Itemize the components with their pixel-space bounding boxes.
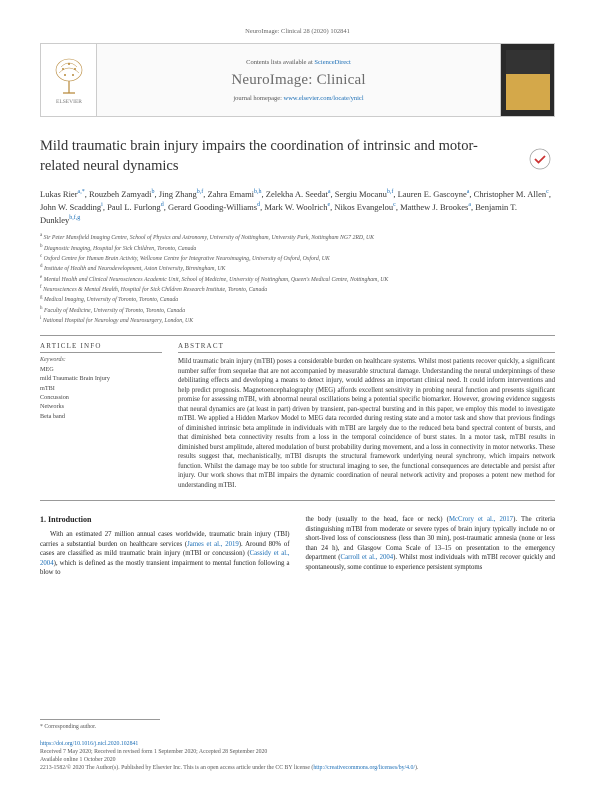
cc-license-link[interactable]: http://creativecommons.org/licenses/by/4… xyxy=(313,765,415,771)
corresponding-author-note: * Corresponding author. xyxy=(40,723,555,735)
abstract-head: ABSTRACT xyxy=(178,342,555,353)
abstract-col: ABSTRACT Mild traumatic brain injury (mT… xyxy=(178,342,555,490)
info-abstract-row: ARTICLE INFO Keywords: MEGmild Traumatic… xyxy=(40,342,555,490)
journal-cover-thumb xyxy=(506,50,550,110)
svg-text:ELSEVIER: ELSEVIER xyxy=(56,99,82,105)
homepage-link[interactable]: www.elsevier.com/locate/ynicl xyxy=(284,95,364,102)
divider xyxy=(40,500,555,501)
keywords-label: Keywords: xyxy=(40,357,162,363)
copyright-line: 2213-1582/© 2020 The Author(s). Publishe… xyxy=(40,764,555,772)
contents-available-line: Contents lists available at ScienceDirec… xyxy=(246,59,351,66)
journal-masthead: ELSEVIER Contents lists available at Sci… xyxy=(40,43,555,117)
keywords-list: MEGmild Traumatic Brain InjurymTBIConcus… xyxy=(40,365,162,421)
journal-name: NeuroImage: Clinical xyxy=(231,72,365,89)
publisher-logo-cell: ELSEVIER xyxy=(41,44,97,116)
elsevier-tree-logo: ELSEVIER xyxy=(49,55,89,105)
article-info-head: ARTICLE INFO xyxy=(40,342,162,353)
introduction-section: 1. Introduction With an estimated 27 mil… xyxy=(40,515,555,578)
abstract-text: Mild traumatic brain injury (mTBI) poses… xyxy=(178,357,555,490)
article-info-col: ARTICLE INFO Keywords: MEGmild Traumatic… xyxy=(40,342,162,490)
homepage-line: journal homepage: www.elsevier.com/locat… xyxy=(233,95,363,102)
contents-prefix: Contents lists available at xyxy=(246,59,314,66)
crossmark-badge-icon[interactable] xyxy=(529,148,551,170)
masthead-center: Contents lists available at ScienceDirec… xyxy=(97,44,500,116)
affiliations-list: a Sir Peter Mansfield Imaging Centre, Sc… xyxy=(40,232,555,325)
article-history: Received 7 May 2020; Received in revised… xyxy=(40,748,555,756)
intro-heading: 1. Introduction xyxy=(40,515,290,524)
copyright-pre: 2213-1582/© 2020 The Author(s). Publishe… xyxy=(40,765,313,771)
cover-thumb-cell xyxy=(500,44,554,116)
author-list: Lukas Riera,*, Rouzbeh Zamyadib, Jing Zh… xyxy=(40,188,555,226)
citation-line: NeuroImage: Clinical 28 (2020) 102841 xyxy=(40,28,555,35)
page-footer: * Corresponding author. https://doi.org/… xyxy=(40,719,555,772)
available-online: Available online 1 October 2020 xyxy=(40,756,555,764)
sciencedirect-link[interactable]: ScienceDirect xyxy=(314,59,350,66)
doi-link[interactable]: https://doi.org/10.1016/j.nicl.2020.1028… xyxy=(40,741,138,747)
intro-para: With an estimated 27 million annual case… xyxy=(40,515,555,578)
article-title: Mild traumatic brain injury impairs the … xyxy=(40,137,480,176)
copyright-post: ). xyxy=(415,765,418,771)
divider xyxy=(40,335,555,336)
homepage-prefix: journal homepage: xyxy=(233,95,283,102)
